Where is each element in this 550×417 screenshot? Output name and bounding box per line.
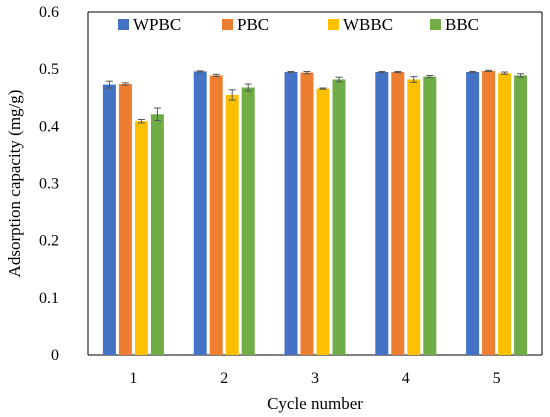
- y-tick-labels: 0 0.1 0.2 0.3 0.4 0.5 0.6: [39, 4, 59, 364]
- error-bar: [303, 70, 311, 75]
- bar-pbc-cycle-1: [118, 84, 132, 355]
- x-tick-label: 1: [129, 370, 137, 387]
- error-bar: [335, 76, 343, 83]
- bar-wbbc-cycle-3: [316, 88, 330, 355]
- legend-label: PBC: [237, 15, 269, 34]
- legend-item-wpbc: WPBC: [118, 15, 181, 34]
- legend-swatch: [222, 19, 233, 30]
- y-axis-title: Adsorption capacity (mg/g): [5, 90, 24, 278]
- x-axis-title: Cycle number: [267, 394, 363, 413]
- y-tick-label: 0.5: [39, 61, 59, 78]
- bar-bbc-cycle-2: [241, 87, 255, 356]
- error-bar: [228, 89, 236, 101]
- bar-pbc-cycle-4: [391, 72, 405, 356]
- bar-wpbc-cycle-1: [102, 84, 116, 355]
- legend-swatch: [118, 19, 129, 30]
- error-bar: [501, 71, 509, 75]
- legend-label: WBBC: [343, 15, 393, 34]
- bar-pbc-cycle-3: [300, 72, 314, 355]
- bar-wpbc-cycle-2: [193, 71, 207, 355]
- bar-pbc-cycle-2: [209, 75, 223, 355]
- bar-bbc-cycle-1: [150, 114, 164, 355]
- x-tick-label: 5: [493, 370, 501, 387]
- bar-pbc-cycle-5: [482, 70, 496, 356]
- bar-bbc-cycle-5: [514, 75, 528, 355]
- bar-wpbc-cycle-4: [375, 72, 389, 356]
- y-tick-label: 0.1: [39, 290, 59, 307]
- error-bar: [410, 76, 418, 83]
- legend-swatch: [328, 19, 339, 30]
- y-tick-label: 0.3: [39, 176, 59, 193]
- legend: WPBC PBC WBBC BBC: [118, 15, 479, 34]
- bar-bbc-cycle-3: [332, 79, 346, 355]
- error-bar: [287, 70, 295, 74]
- error-bar: [121, 82, 129, 86]
- x-tick-label: 2: [220, 370, 228, 387]
- error-bar: [517, 73, 525, 78]
- bar-wbbc-cycle-2: [225, 94, 239, 356]
- error-bar: [469, 70, 477, 74]
- error-bar: [319, 87, 327, 90]
- error-bar: [137, 118, 145, 124]
- bar-wbbc-cycle-5: [498, 73, 512, 355]
- bar-bbc-cycle-4: [423, 76, 437, 356]
- legend-label: WPBC: [133, 15, 181, 34]
- legend-item-pbc: PBC: [222, 15, 269, 34]
- x-tick-label: 4: [402, 370, 410, 387]
- x-tick-label: 3: [311, 370, 319, 387]
- error-bar: [426, 74, 434, 79]
- error-bar: [212, 73, 220, 78]
- error-bar: [394, 70, 402, 74]
- error-bar: [196, 70, 204, 73]
- bars-group: [102, 69, 528, 356]
- y-tick-label: 0: [51, 347, 59, 364]
- legend-label: BBC: [445, 15, 479, 34]
- bar-wpbc-cycle-5: [466, 72, 480, 356]
- error-bar: [485, 69, 493, 72]
- error-bar: [105, 80, 113, 89]
- legend-item-wbbc: WBBC: [328, 15, 393, 34]
- bar-wbbc-cycle-1: [134, 121, 148, 356]
- error-bar: [244, 83, 252, 92]
- error-bar: [378, 70, 386, 74]
- legend-swatch: [430, 19, 441, 30]
- y-tick-label: 0.4: [39, 118, 59, 135]
- y-tick-label: 0.6: [39, 4, 59, 21]
- x-tick-labels: 1 2 3 4 5: [129, 370, 500, 387]
- legend-item-bbc: BBC: [430, 15, 479, 34]
- y-tick-label: 0.2: [39, 233, 59, 250]
- error-bar: [153, 107, 161, 122]
- bar-wbbc-cycle-4: [407, 79, 421, 355]
- bar-wpbc-cycle-3: [284, 72, 298, 356]
